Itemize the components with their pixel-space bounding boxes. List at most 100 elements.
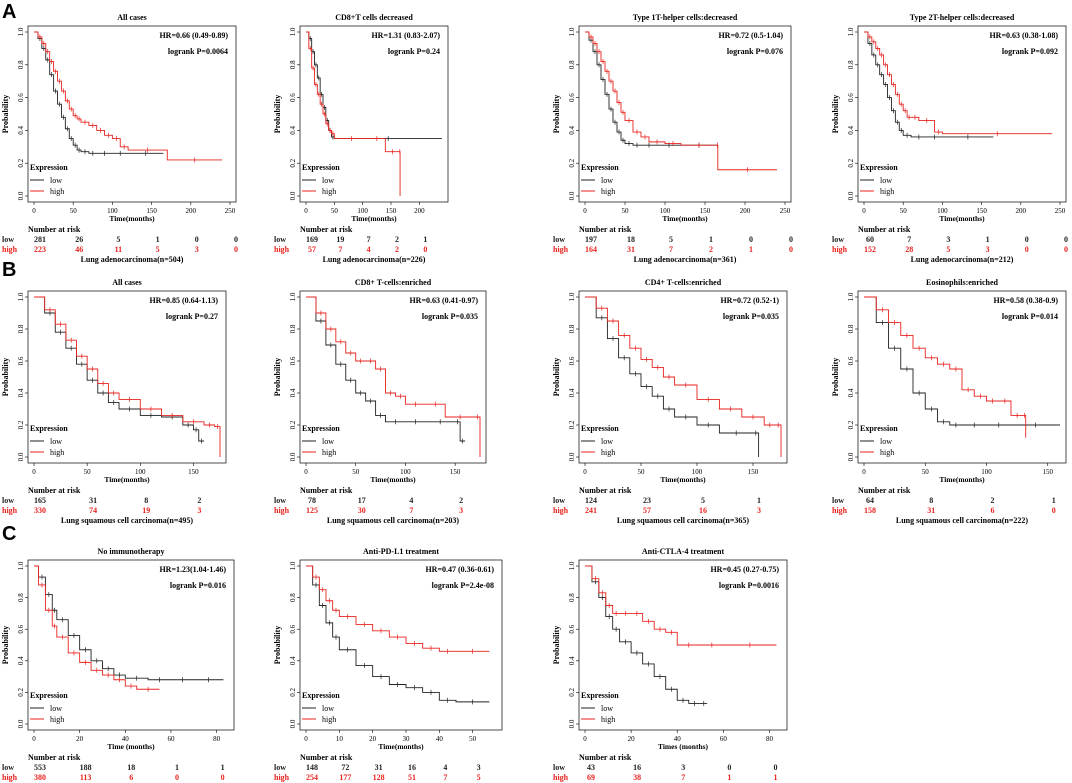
km-panel-c2: Anti-PD-L1 treatment 0.0 0.2 0.4 0.6 0.8 1.0 Pr… [273, 547, 503, 782]
x-axis-label: Time(months) [939, 214, 985, 223]
x-axis-label: Time(months) [662, 214, 708, 223]
risk-value: 3 [197, 506, 201, 515]
risk-value: 7 [443, 773, 447, 782]
x-axis-label: Time(months) [109, 214, 155, 223]
legend-label-high: high [50, 715, 64, 724]
km-panel-b2: CD8+ T-cells:enriched 0.0 0.2 0.4 0.6 0.8 1.0 P… [273, 278, 487, 525]
risk-value: 2 [395, 245, 399, 254]
chart-title: Type 1T-helper cells:decreased [633, 13, 738, 22]
risk-header: Number at risk [579, 486, 632, 495]
x-tick-label: 250 [225, 207, 236, 215]
risk-value: 241 [585, 506, 597, 515]
x-tick-label: 0 [583, 468, 587, 476]
y-tick-label: 0.6 [847, 356, 855, 365]
x-tick-label: 150 [188, 468, 199, 476]
risk-row-label-high: high [553, 773, 569, 782]
x-tick-label: 100 [981, 468, 992, 476]
risk-value: 0 [221, 773, 225, 782]
risk-row-label-low: low [2, 763, 14, 772]
risk-value: 1 [749, 245, 753, 254]
hazard-ratio: HR=0.58 (0.38-0.9) [993, 296, 1058, 305]
risk-header: Number at risk [579, 225, 632, 234]
risk-row-label-high: high [2, 506, 18, 515]
y-tick-label: 0.2 [847, 420, 855, 429]
x-axis-label: Time (months) [107, 742, 155, 751]
legend-label-high: high [50, 187, 64, 196]
plot-frame [578, 559, 788, 731]
risk-row-label-high: high [2, 773, 18, 782]
legend-title: Expression [30, 691, 68, 700]
y-tick-label: 0.0 [17, 452, 25, 461]
risk-value: 0 [727, 763, 731, 772]
cohort-subtitle: Lung squamous cell carcinoma(n=495) [61, 516, 194, 525]
y-tick-label: 0.2 [568, 158, 576, 167]
km-panel-b3: CD4+ T-cells:enriched 0.0 0.2 0.4 0.6 0.8 1.0 P… [552, 278, 788, 525]
y-axis-label: Probability [831, 358, 840, 397]
y-tick-label: 0.4 [847, 388, 855, 397]
y-tick-label: 1.0 [17, 561, 25, 570]
risk-header: Number at risk [28, 753, 81, 762]
km-panel-a4: Type 2T-helper cells:decreased 0.0 0.2 0.4 0… [831, 13, 1068, 264]
x-tick-label: 60 [720, 735, 728, 743]
legend-label-low: low [322, 437, 334, 446]
legend-title: Expression [581, 163, 619, 172]
risk-value: 6 [991, 506, 995, 515]
y-tick-label: 0.0 [289, 191, 297, 200]
y-tick-label: 0.6 [17, 93, 25, 102]
y-tick-label: 1.0 [17, 27, 25, 36]
risk-value: 7 [338, 245, 342, 254]
legend-label-high: high [322, 715, 336, 724]
risk-header: Number at risk [858, 486, 911, 495]
plot-frame [299, 290, 487, 464]
y-tick-label: 0.8 [289, 593, 297, 602]
plot-frame [857, 290, 1067, 464]
x-tick-label: 200 [1016, 207, 1027, 215]
risk-value: 31 [89, 496, 97, 505]
risk-value: 7 [681, 773, 685, 782]
x-tick-label: 50 [331, 207, 339, 215]
x-axis-label: Time(months) [370, 475, 416, 484]
x-tick-label: 0 [32, 207, 36, 215]
risk-value: 46 [75, 245, 83, 254]
y-tick-label: 1.0 [289, 27, 297, 36]
y-tick-label: 0.6 [568, 93, 576, 102]
y-tick-label: 0.4 [568, 388, 576, 397]
km-curve-high [864, 31, 1053, 135]
risk-value: 165 [34, 496, 46, 505]
chart-title: No immunotherapy [98, 547, 165, 556]
risk-value: 0 [234, 245, 238, 254]
risk-header: Number at risk [28, 225, 81, 234]
risk-value: 31 [627, 245, 635, 254]
risk-value: 330 [34, 506, 46, 515]
km-curve-low [585, 565, 708, 704]
risk-value: 3 [459, 506, 463, 515]
x-tick-label: 0 [304, 207, 308, 215]
chart-title: Eosinophils:enriched [926, 278, 999, 287]
risk-value: 16 [699, 506, 707, 515]
risk-value: 8 [929, 496, 933, 505]
risk-value: 17 [358, 496, 366, 505]
x-tick-label: 30 [403, 735, 411, 743]
legend-label-low: low [50, 176, 62, 185]
risk-value: 19 [142, 506, 150, 515]
risk-value: 16 [408, 763, 416, 772]
x-tick-label: 200 [740, 207, 751, 215]
risk-value: 281 [34, 235, 46, 244]
risk-header: Number at risk [579, 753, 632, 762]
risk-row-label-low: low [553, 496, 565, 505]
plot-frame [27, 290, 227, 464]
x-tick-label: 20 [628, 735, 636, 743]
km-panel-c1: No immunotherapy 0.0 0.2 0.4 0.6 0.8 1.0 Probab… [1, 547, 235, 782]
y-tick-label: 0.8 [289, 60, 297, 69]
y-tick-label: 0.2 [17, 688, 25, 697]
risk-value: 19 [336, 235, 344, 244]
x-tick-label: 50 [84, 468, 92, 476]
x-tick-label: 50 [70, 207, 78, 215]
risk-value: 7 [669, 245, 673, 254]
risk-row-label-high: high [553, 506, 569, 515]
legend-label-low: low [322, 176, 334, 185]
hazard-ratio: HR=0.66 (0.49-0.89) [159, 31, 228, 40]
y-tick-label: 0.4 [17, 388, 25, 397]
y-tick-label: 0.0 [847, 452, 855, 461]
